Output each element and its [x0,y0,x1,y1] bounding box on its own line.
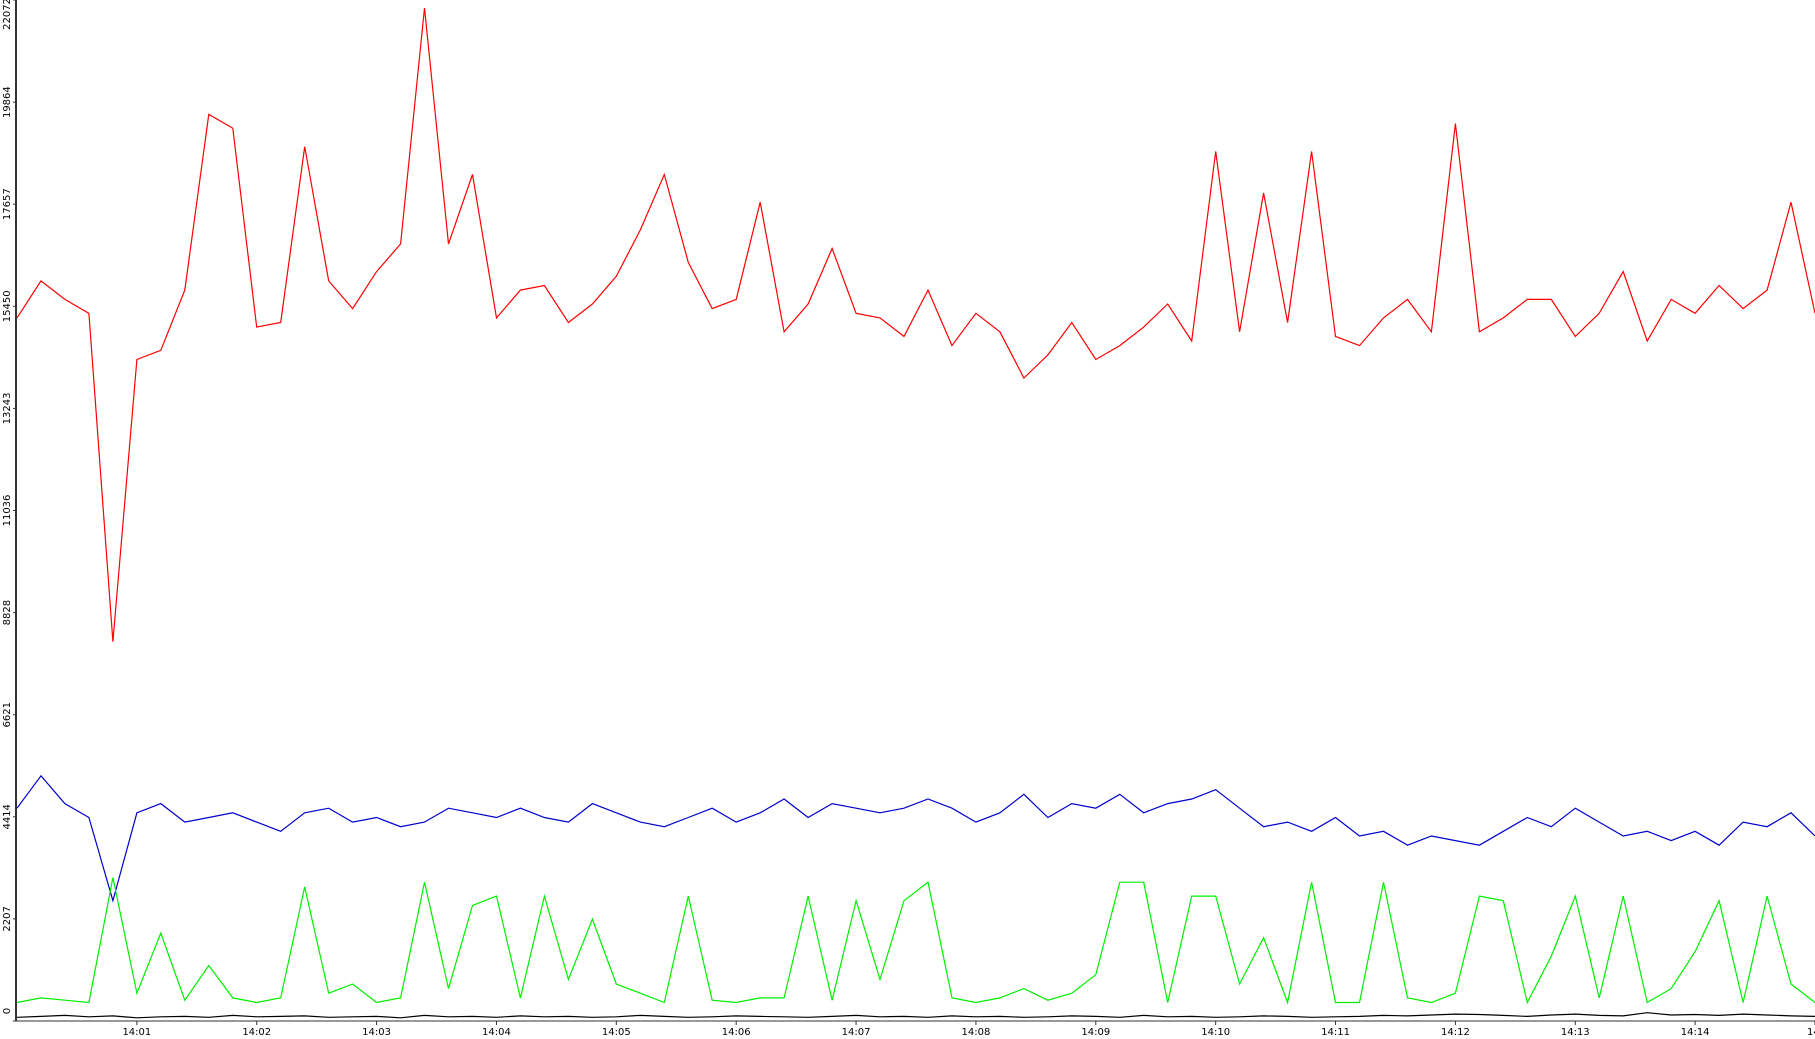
y-tick-label: 4414 [2,804,13,829]
x-tick-label: 14: [1807,1027,1815,1038]
x-tick-label: 14:07 [842,1027,871,1038]
x-tick-label: 14:13 [1561,1027,1590,1038]
x-tick-label: 14:12 [1441,1027,1470,1038]
x-tick-label: 14:01 [122,1027,151,1038]
y-tick-label: 0 [2,1008,13,1014]
x-tick-label: 14:10 [1201,1027,1230,1038]
y-tick-label: 6621 [2,702,13,727]
y-tick-label: 17657 [2,188,13,220]
x-tick-label: 14:11 [1321,1027,1350,1038]
x-tick-label: 14:05 [602,1027,631,1038]
y-tick-label: 22072 [2,0,13,30]
y-tick-label: 2207 [2,906,13,931]
series-line [16,7,1815,642]
series-line [16,877,1815,1005]
x-tick-label: 14:08 [962,1027,991,1038]
x-tick-label: 14:06 [722,1027,751,1038]
y-tick-label: 19864 [2,86,13,118]
x-tick-label: 14:04 [482,1027,511,1038]
series-line [16,774,1815,903]
y-tick-label: 15450 [2,290,13,322]
series-line [16,1012,1815,1019]
x-tick-label: 14:09 [1081,1027,1110,1038]
x-tick-label: 14:14 [1681,1027,1710,1038]
y-tick-label: 13243 [2,393,13,425]
y-tick-label: 8828 [2,600,13,625]
x-tick-label: 14:02 [242,1027,271,1038]
x-tick-label: 14:03 [362,1027,391,1038]
y-tick-label: 11036 [2,495,13,527]
